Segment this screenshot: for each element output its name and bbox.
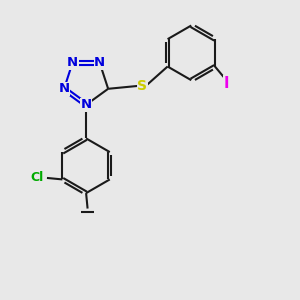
- Text: I: I: [224, 76, 230, 91]
- Text: N: N: [94, 56, 105, 69]
- Text: Cl: Cl: [31, 171, 44, 184]
- Text: S: S: [137, 79, 147, 93]
- Text: N: N: [58, 82, 70, 95]
- Text: N: N: [80, 98, 92, 111]
- Text: N: N: [67, 56, 78, 69]
